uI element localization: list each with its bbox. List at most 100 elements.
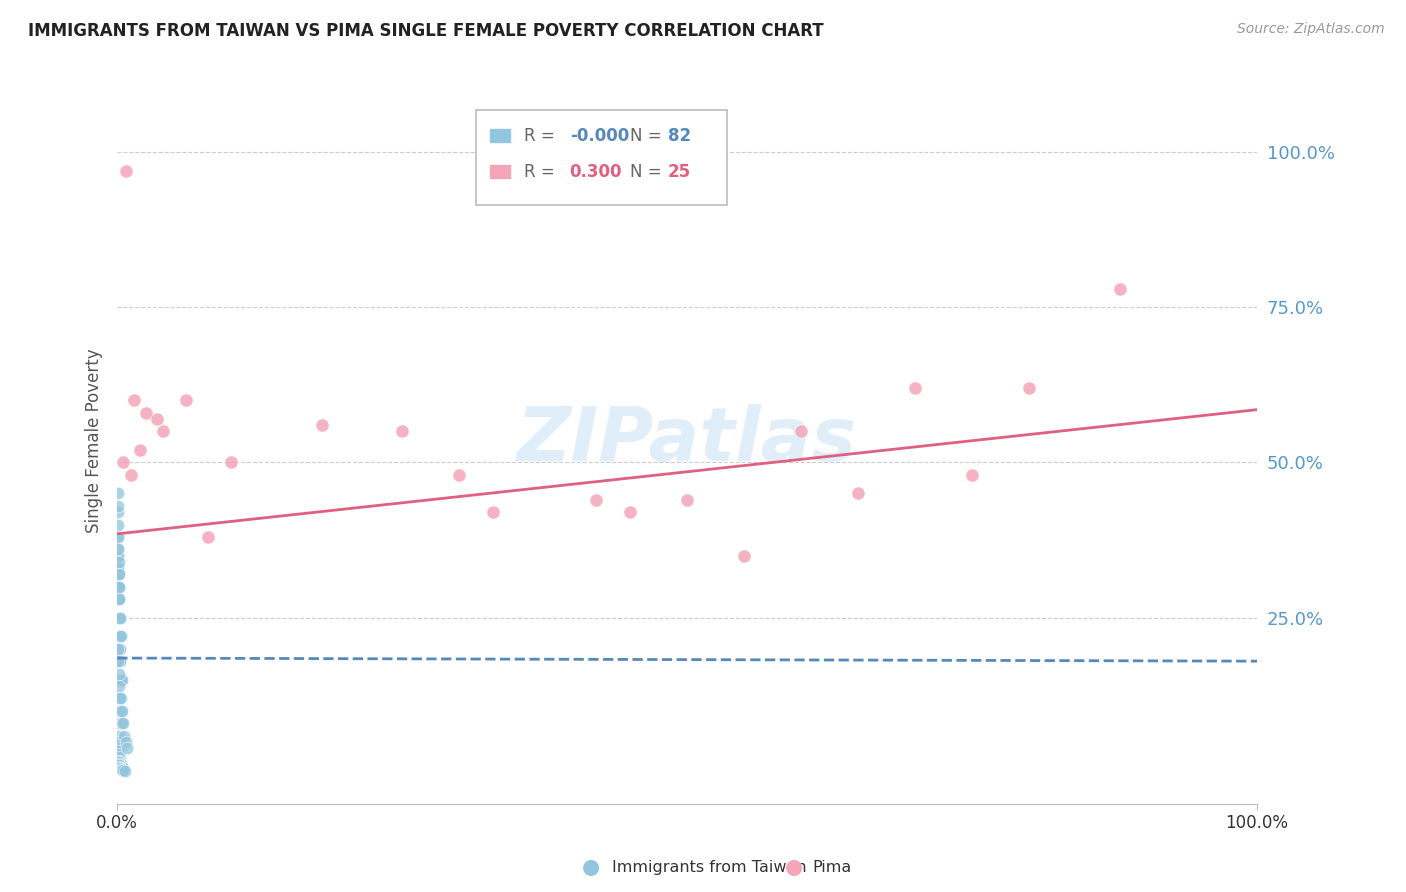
Point — [108, 610, 131, 624]
Point — [111, 764, 134, 778]
Point — [391, 425, 413, 439]
Point — [107, 561, 129, 575]
Point — [107, 755, 129, 769]
Point — [107, 756, 129, 771]
Point — [110, 673, 132, 687]
Point — [108, 629, 131, 643]
Point — [108, 580, 131, 594]
Point — [108, 654, 131, 668]
Point — [115, 741, 138, 756]
Point — [111, 763, 134, 777]
Point — [107, 542, 129, 557]
Point — [108, 673, 131, 687]
Text: Pima: Pima — [813, 860, 852, 874]
Point — [108, 747, 131, 762]
Text: 82: 82 — [668, 127, 690, 145]
Point — [110, 691, 132, 706]
Point — [110, 673, 132, 687]
Point — [107, 549, 129, 563]
Point — [108, 760, 131, 774]
Point — [197, 530, 219, 544]
Point — [112, 729, 135, 743]
Point — [110, 691, 132, 706]
Point — [108, 716, 131, 731]
Point — [790, 425, 813, 439]
Point — [115, 163, 138, 178]
Point — [107, 654, 129, 668]
Point — [108, 580, 131, 594]
Point — [107, 691, 129, 706]
Point — [120, 467, 142, 482]
Point — [152, 425, 174, 439]
Point — [110, 691, 132, 706]
Bar — [489, 165, 510, 178]
Point — [108, 735, 131, 749]
Point — [108, 754, 131, 768]
Point — [107, 486, 129, 500]
Point — [107, 542, 129, 557]
Point — [111, 760, 134, 774]
Point — [107, 517, 129, 532]
Point — [108, 741, 131, 756]
Text: 25: 25 — [668, 163, 690, 181]
Point — [135, 406, 157, 420]
Point — [846, 486, 869, 500]
Point — [585, 492, 607, 507]
Point — [904, 381, 927, 395]
Point — [108, 641, 131, 656]
Point — [107, 567, 129, 582]
Point — [107, 530, 129, 544]
Y-axis label: Single Female Poverty: Single Female Poverty — [86, 349, 103, 533]
Point — [107, 654, 129, 668]
Point — [107, 555, 129, 569]
Text: R =: R = — [524, 127, 560, 145]
Point — [619, 505, 641, 519]
Point — [108, 729, 131, 743]
Point — [108, 750, 131, 764]
Point — [107, 666, 129, 681]
Bar — [489, 129, 510, 142]
Point — [482, 505, 505, 519]
Text: R =: R = — [524, 163, 565, 181]
Point — [960, 467, 983, 482]
Text: IMMIGRANTS FROM TAIWAN VS PIMA SINGLE FEMALE POVERTY CORRELATION CHART: IMMIGRANTS FROM TAIWAN VS PIMA SINGLE FE… — [28, 22, 824, 40]
Point — [174, 393, 197, 408]
Point — [114, 764, 136, 778]
Point — [107, 580, 129, 594]
Point — [114, 735, 136, 749]
Point — [449, 467, 471, 482]
Text: ●: ● — [582, 857, 599, 877]
Point — [107, 567, 129, 582]
Text: ●: ● — [786, 857, 803, 877]
Point — [146, 412, 169, 426]
Point — [111, 455, 134, 469]
Point — [107, 549, 129, 563]
Point — [107, 754, 129, 768]
Point — [108, 592, 131, 607]
Point — [108, 654, 131, 668]
Point — [107, 641, 129, 656]
Point — [107, 741, 129, 756]
Point — [107, 561, 129, 575]
Point — [110, 704, 132, 718]
Point — [107, 567, 129, 582]
Point — [112, 761, 135, 775]
Point — [1018, 381, 1040, 395]
Point — [108, 629, 131, 643]
Point — [110, 641, 132, 656]
FancyBboxPatch shape — [477, 110, 727, 204]
Point — [110, 756, 132, 771]
Point — [108, 610, 131, 624]
Point — [111, 716, 134, 731]
Text: N =: N = — [630, 127, 666, 145]
Point — [107, 580, 129, 594]
Point — [1109, 282, 1132, 296]
Point — [107, 505, 129, 519]
Point — [108, 679, 131, 693]
Point — [108, 744, 131, 758]
Point — [110, 629, 132, 643]
Point — [733, 549, 755, 563]
Point — [124, 393, 146, 408]
Point — [107, 592, 129, 607]
Point — [107, 530, 129, 544]
